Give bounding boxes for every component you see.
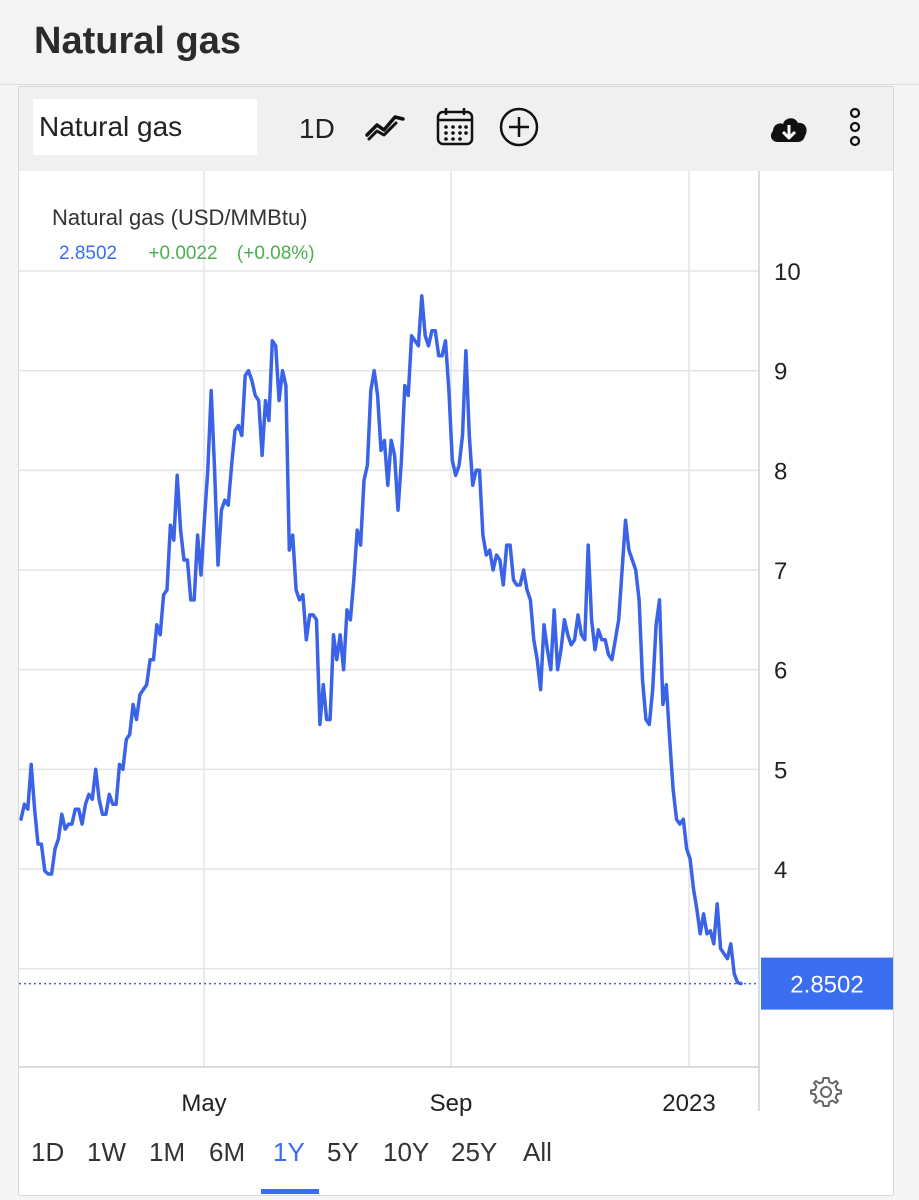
current-price-label: 2.8502 [790,972,863,999]
y-tick-label: 7 [774,558,787,585]
range-tab-6m[interactable]: 6M [209,1137,246,1167]
legend-price: 2.8502 [59,243,118,264]
cloud-download-icon[interactable] [767,109,811,153]
active-range-indicator [261,1189,319,1194]
add-circle-icon[interactable] [497,105,541,149]
x-tick-label: Sep [430,1090,473,1117]
y-tick-label: 4 [774,857,787,884]
price-line [19,294,743,986]
range-tab-25y[interactable]: 25Y [451,1137,498,1167]
y-tick-label: 9 [774,359,787,386]
y-tick-label: 8 [774,458,787,485]
x-tick-label: May [181,1090,226,1117]
interval-button[interactable]: 1D [299,113,335,144]
symbol-search-input[interactable]: Natural gas [33,99,257,155]
range-tab-1w[interactable]: 1W [87,1137,126,1167]
legend-values: 2.8502 +0.0022 (+0.08%) [59,243,315,265]
range-tab-10y[interactable]: 10Y [383,1137,430,1167]
range-tab-5y[interactable]: 5Y [327,1137,359,1167]
range-tab-1y[interactable]: 1Y [273,1137,305,1167]
y-tick-label: 5 [774,757,787,784]
range-tab-all[interactable]: All [523,1137,552,1167]
y-tick-label: 6 [774,658,787,685]
legend-change-percent: (+0.08%) [236,243,315,264]
range-tab-1d[interactable]: 1D [31,1137,65,1167]
gear-icon[interactable] [809,1075,843,1109]
page-header: Natural gas [0,0,919,85]
current-price-marker [761,957,893,1010]
calendar-icon[interactable] [433,105,477,149]
more-vertical-icon[interactable] [841,105,885,149]
legend-change: +0.0022 [148,243,218,264]
x-tick-label: 2023 [662,1090,715,1117]
range-tab-1m[interactable]: 1M [149,1137,186,1167]
price-chart[interactable]: 4 5 6 7 8 9 10 May Sep 2023 2.8502 [19,171,893,1127]
y-tick-label: 10 [774,259,801,286]
line-chart-icon[interactable] [363,105,407,149]
range-tabs: 1D 1W 1M 6M 1Y 5Y 10Y 25Y All [19,1127,893,1195]
chart-toolbar: Natural gas 1D [19,87,893,171]
page-title: Natural gas [34,20,241,62]
legend-title: Natural gas (USD/MMBtu) [52,205,308,230]
chart-card: Natural gas 1D [18,86,894,1196]
